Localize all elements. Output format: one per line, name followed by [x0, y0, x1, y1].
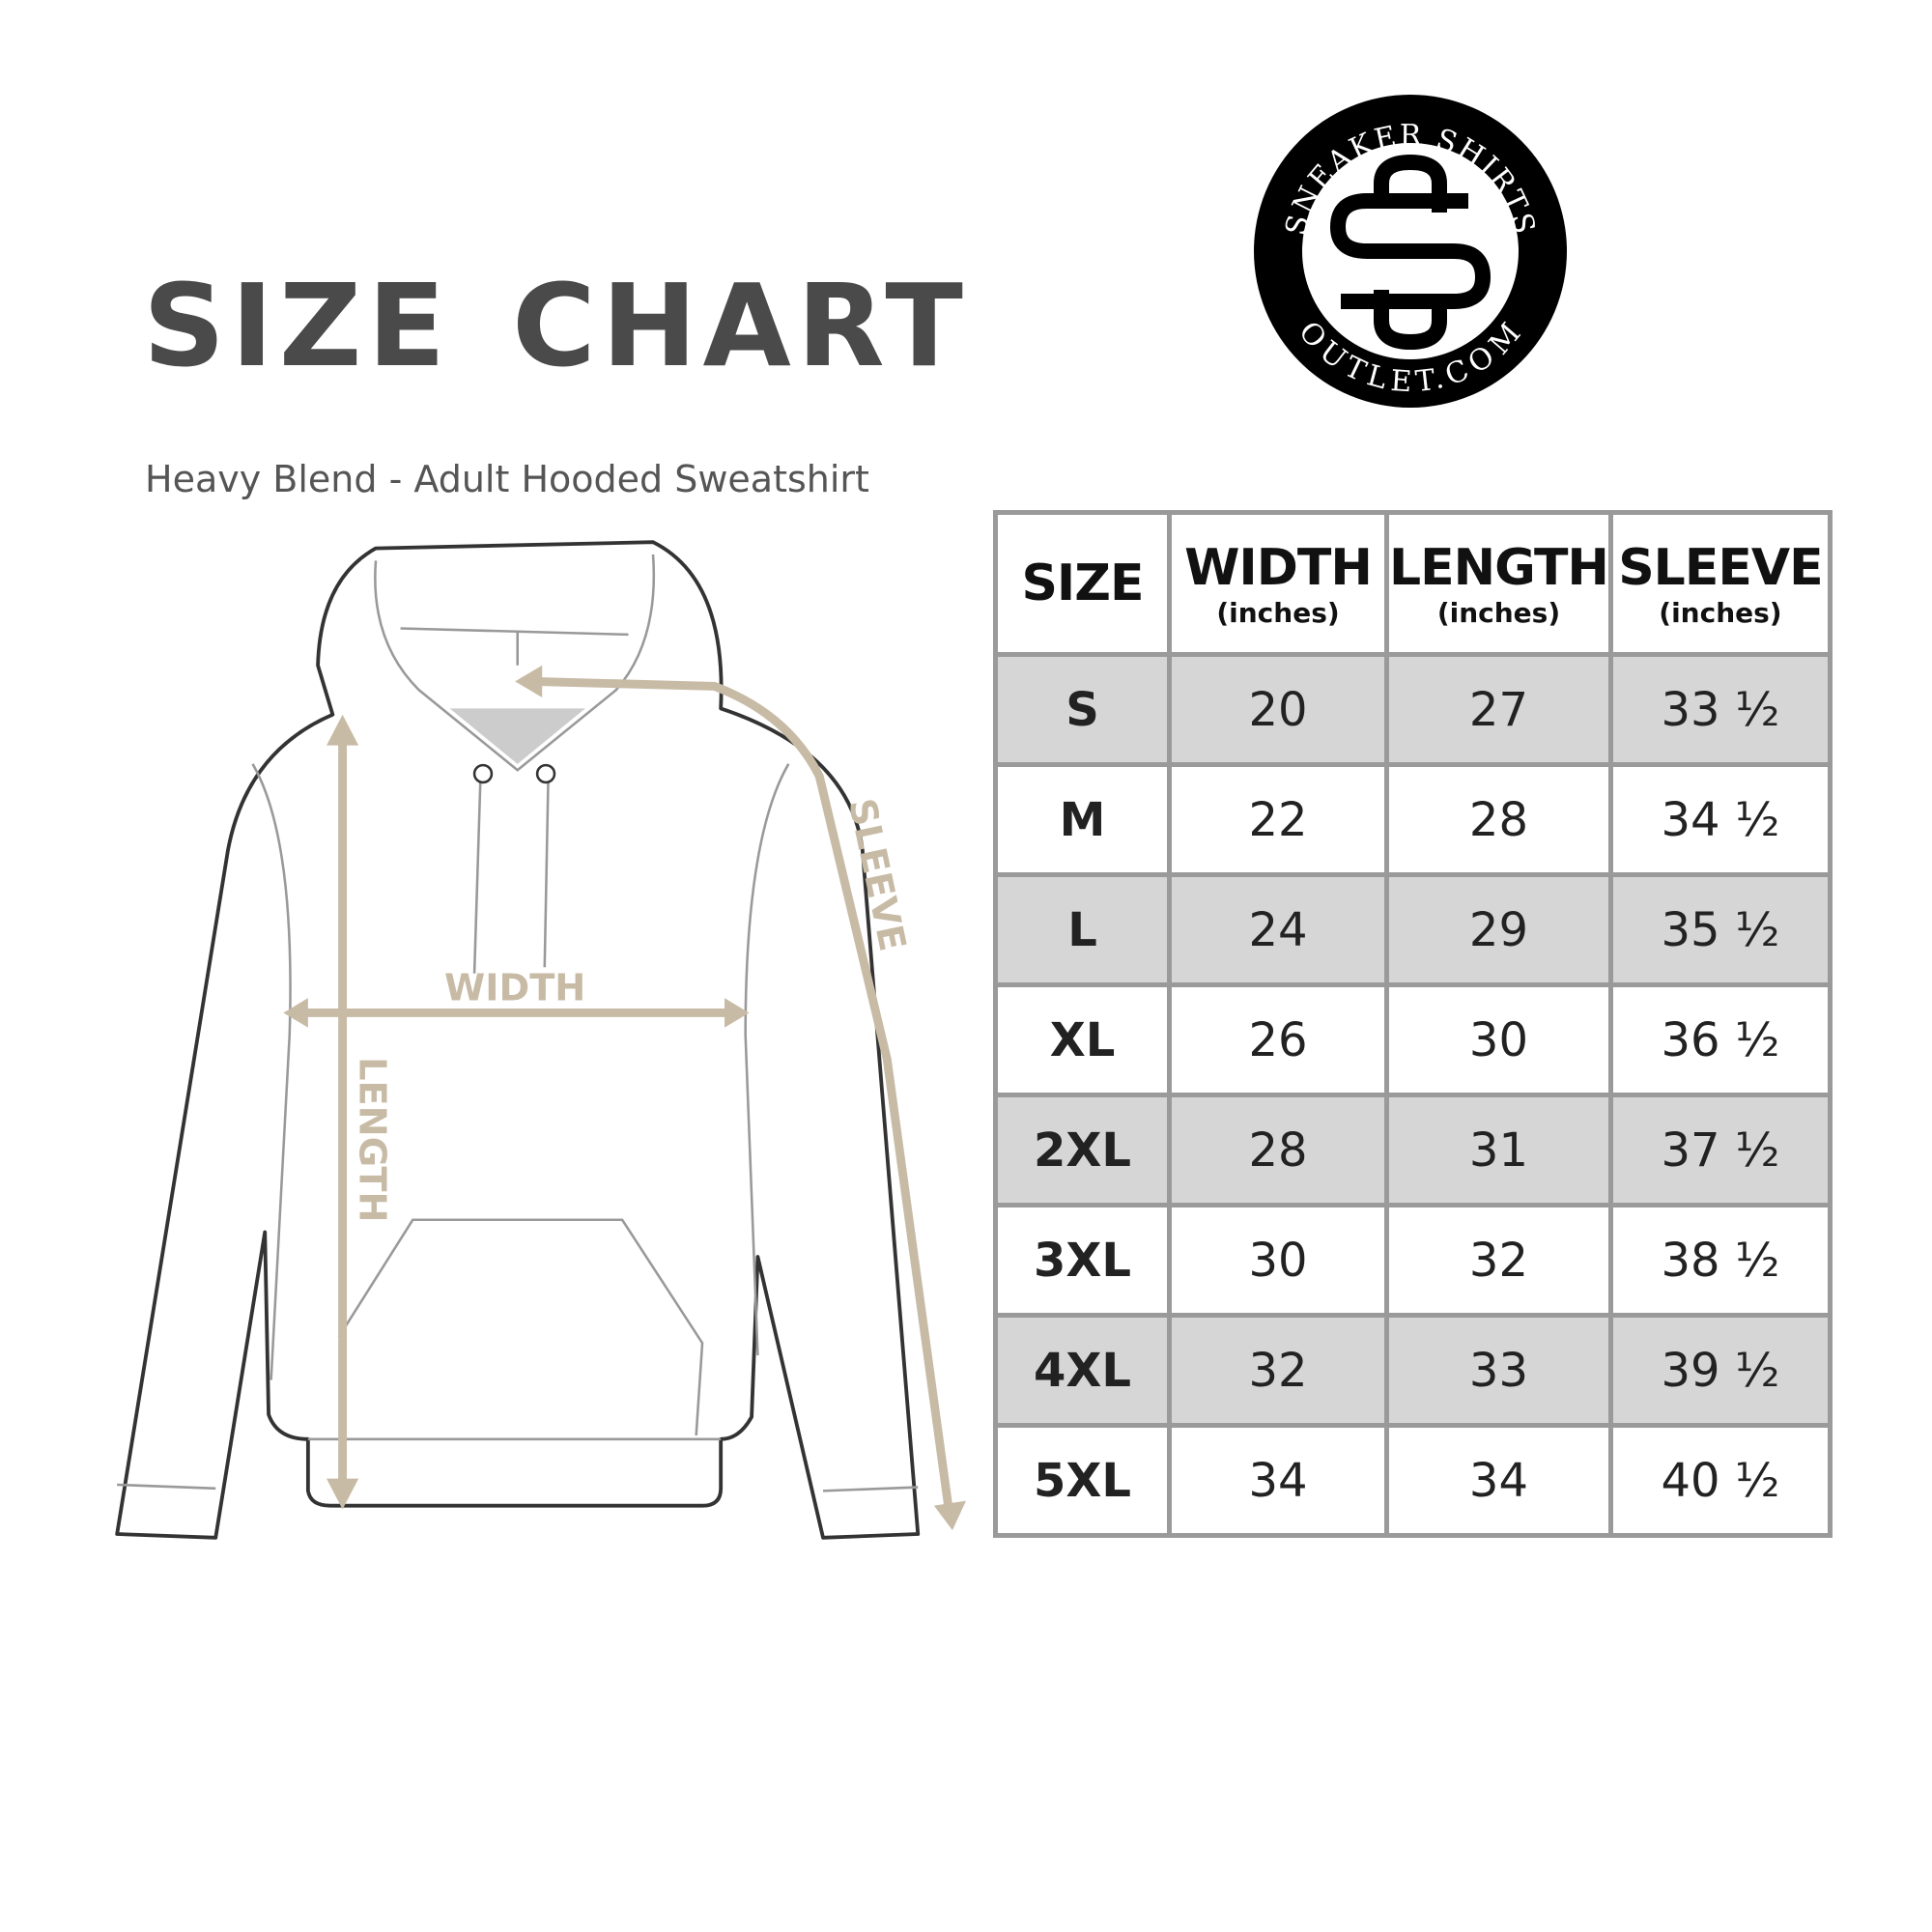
sleeve-arrow-head-bottom — [933, 1500, 966, 1531]
sleeve-cell: 37 ½ — [1607, 1093, 1833, 1208]
size-cell: M — [993, 762, 1172, 877]
header-size: SIZE — [993, 510, 1172, 657]
length-cell: 30 — [1384, 982, 1613, 1097]
length-label: LENGTH — [350, 1057, 393, 1222]
width-arrow-head-right — [724, 998, 750, 1028]
sleeve-cell: 39 ½ — [1607, 1313, 1833, 1428]
table-row: 4XL 32 33 39 ½ — [993, 1313, 1833, 1428]
table-header-row: SIZE WIDTH (inches) LENGTH (inches) SLEEVE… — [993, 510, 1833, 657]
table-row: 5XL 34 34 40 ½ — [993, 1423, 1833, 1538]
hoodie-body-outline — [115, 540, 921, 1540]
logo-monogram-icon — [1329, 154, 1492, 351]
width-cell: 28 — [1167, 1093, 1389, 1208]
header-width: WIDTH (inches) — [1167, 510, 1389, 657]
length-arrow-head-top — [327, 714, 359, 746]
size-cell: S — [993, 652, 1172, 767]
width-cell: 20 — [1167, 652, 1389, 767]
width-cell: 26 — [1167, 982, 1389, 1097]
length-cell: 31 — [1384, 1093, 1613, 1208]
sleeve-cell: 34 ½ — [1607, 762, 1833, 877]
length-arrow-head-bottom — [327, 1478, 359, 1510]
size-cell: L — [993, 872, 1172, 987]
width-cell: 34 — [1167, 1423, 1389, 1538]
length-cell: 27 — [1384, 652, 1613, 767]
size-cell: 5XL — [993, 1423, 1172, 1538]
size-table: SIZE WIDTH (inches) LENGTH (inches) SLEEVE… — [993, 510, 1833, 1538]
sleeve-cell: 38 ½ — [1607, 1203, 1833, 1318]
header-length: LENGTH (inches) — [1384, 510, 1613, 657]
size-cell: 4XL — [993, 1313, 1172, 1428]
kangaroo-pocket — [337, 1218, 704, 1436]
width-cell: 32 — [1167, 1313, 1389, 1428]
product-subtitle: Heavy Blend - Adult Hooded Sweatshirt — [145, 458, 869, 500]
sleeve-arrow-head-top — [515, 665, 543, 697]
table-row: S 20 27 33 ½ — [993, 652, 1833, 767]
table-row: L 24 29 35 ½ — [993, 872, 1833, 987]
brand-logo: SNEAKER SHIRTS OUTLET.COM — [1254, 95, 1567, 408]
width-cell: 22 — [1167, 762, 1389, 877]
table-row: 2XL 28 31 37 ½ — [993, 1093, 1833, 1208]
width-arrow-head-left — [283, 998, 308, 1028]
sleeve-cell: 35 ½ — [1607, 872, 1833, 987]
size-cell: 3XL — [993, 1203, 1172, 1318]
sleeve-cell: 40 ½ — [1607, 1423, 1833, 1538]
size-cell: XL — [993, 982, 1172, 1097]
width-label: WIDTH — [444, 967, 585, 1010]
length-cell: 33 — [1384, 1313, 1613, 1428]
width-cell: 24 — [1167, 872, 1389, 987]
table-row: M 22 28 34 ½ — [993, 762, 1833, 877]
width-cell: 30 — [1167, 1203, 1389, 1318]
sleeve-cell: 36 ½ — [1607, 982, 1833, 1097]
sleeve-cell: 33 ½ — [1607, 652, 1833, 767]
length-cell: 28 — [1384, 762, 1613, 877]
table-row: 3XL 30 32 38 ½ — [993, 1203, 1833, 1318]
header-sleeve: SLEEVE (inches) — [1607, 510, 1833, 657]
table-row: XL 26 30 36 ½ — [993, 982, 1833, 1097]
length-cell: 29 — [1384, 872, 1613, 987]
length-cell: 32 — [1384, 1203, 1613, 1318]
page-title: SIZE CHART — [143, 259, 969, 392]
sleeve-arrow — [527, 676, 953, 1514]
size-cell: 2XL — [993, 1093, 1172, 1208]
length-cell: 34 — [1384, 1423, 1613, 1538]
